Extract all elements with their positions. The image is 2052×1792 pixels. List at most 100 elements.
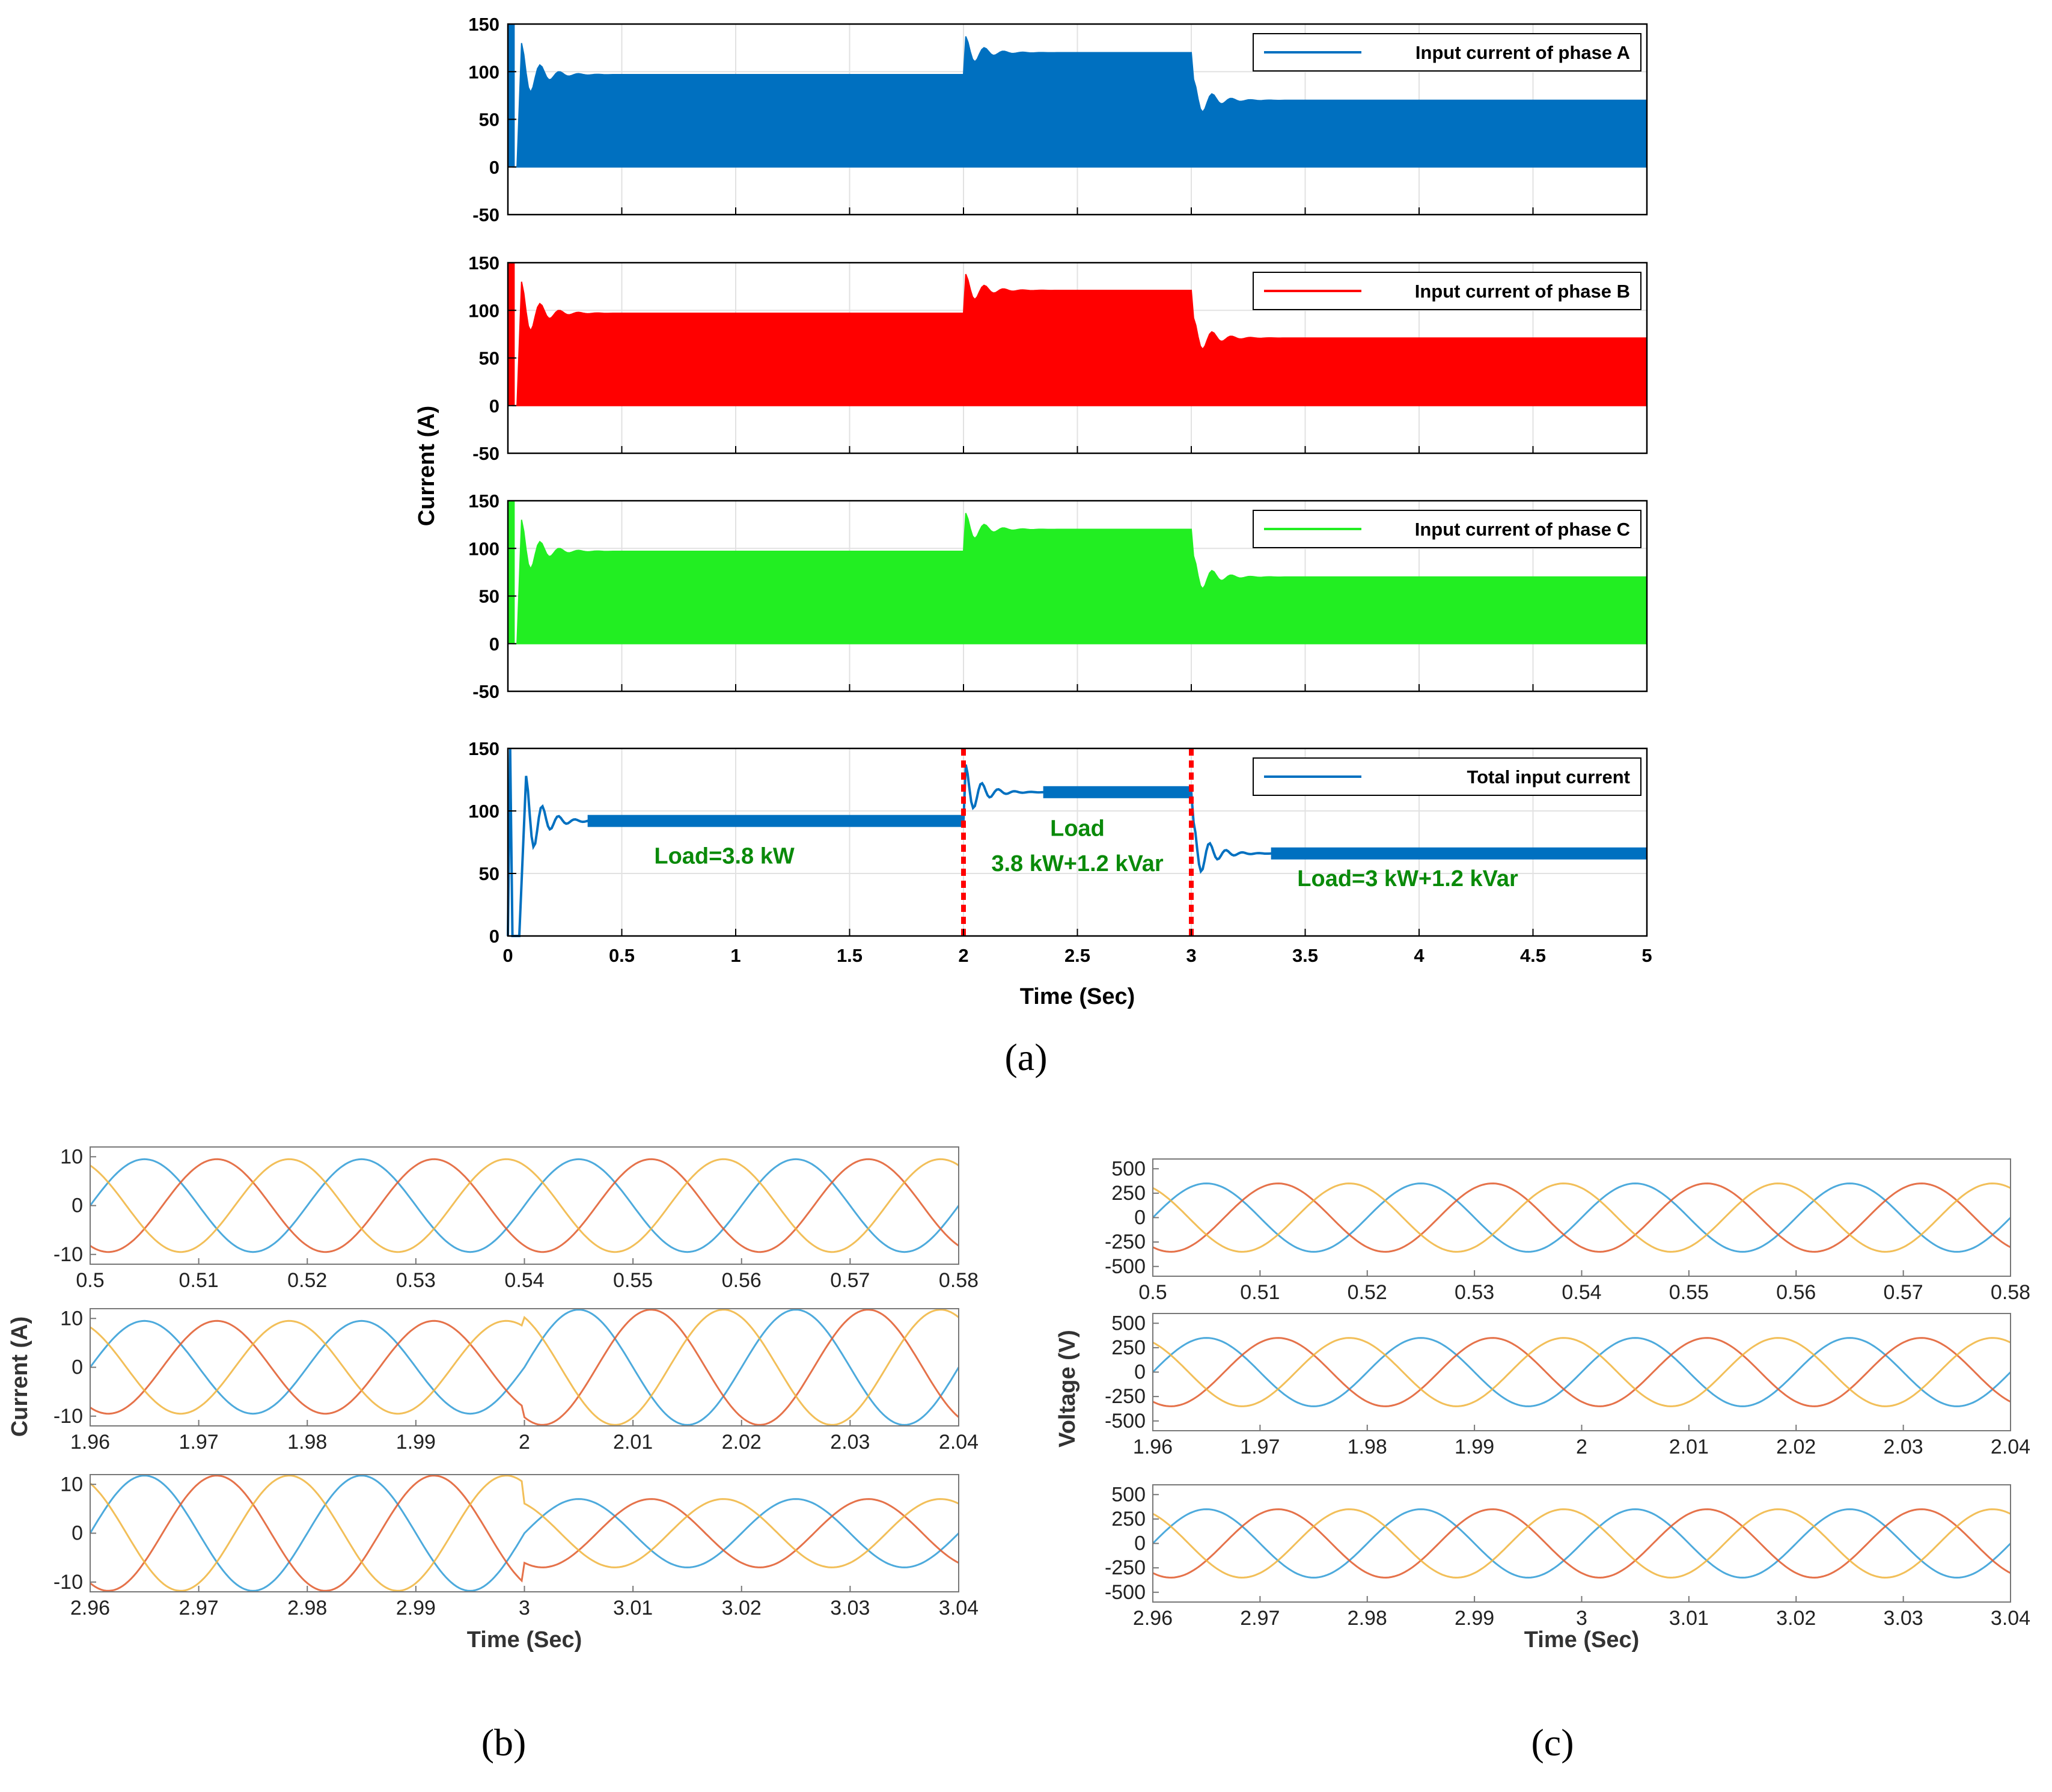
x-tick-label: 2.97 bbox=[1240, 1607, 1280, 1630]
x-tick-label: 0.52 bbox=[1348, 1281, 1387, 1304]
x-tick-label: 0.53 bbox=[1455, 1281, 1494, 1304]
panel-label-a: (a) bbox=[1004, 1036, 1047, 1078]
y-axis-label: Current (A) bbox=[414, 406, 439, 527]
y-tick-label: 150 bbox=[468, 491, 499, 512]
y-tick-label: 0 bbox=[1134, 1206, 1146, 1229]
x-tick-label: 3 bbox=[519, 1597, 530, 1619]
y-tick-label: -50 bbox=[472, 204, 499, 225]
subplot-b-2: 10 0 -10 1.96 1.97 1.98 1.99 2 2.01 2.02 2.03 2.04 bbox=[53, 1307, 979, 1454]
x-tick-label: 3.03 bbox=[1884, 1607, 1923, 1630]
y-tick-label: 250 bbox=[1111, 1508, 1146, 1531]
ripple-band bbox=[1043, 786, 1191, 798]
legend: Input current of phase A bbox=[1253, 33, 1641, 72]
phase-wave-3 bbox=[1152, 1508, 2011, 1579]
phase-wave-2 bbox=[1152, 1337, 2011, 1407]
legend: Total input current bbox=[1253, 757, 1641, 796]
x-tick-label: 1.99 bbox=[1455, 1436, 1494, 1458]
subplot-b-3: 10 0 -10 2.96 2.97 2.98 2.99 3 3.01 3.02 3.03 3.04 bbox=[53, 1473, 979, 1619]
x-tick-label: 3.02 bbox=[1776, 1607, 1816, 1630]
subplot-a-2: 150 100 50 0 -50 Input current of phase B bbox=[468, 252, 1648, 464]
x-tick-label: 0.55 bbox=[613, 1269, 653, 1292]
y-tick-label: 100 bbox=[468, 801, 499, 822]
panel-label-b: (b) bbox=[481, 1721, 527, 1764]
x-tick-label: 0.54 bbox=[1562, 1281, 1601, 1304]
x-tick-label: 2.96 bbox=[70, 1597, 110, 1619]
y-tick-label: 50 bbox=[479, 109, 499, 130]
y-tick-label: 50 bbox=[479, 586, 499, 607]
load-annotation: Load bbox=[1050, 816, 1105, 842]
x-tick-label: 1.97 bbox=[179, 1431, 219, 1454]
x-tick-label: 1.98 bbox=[1348, 1436, 1387, 1458]
x-tick-label: 3.01 bbox=[1669, 1607, 1709, 1630]
x-tick-label: 2 bbox=[1576, 1436, 1587, 1458]
x-tick-label: 0.51 bbox=[1240, 1281, 1280, 1304]
y-tick-label: -10 bbox=[53, 1571, 83, 1594]
phase-wave-1 bbox=[89, 1158, 960, 1253]
subplot-b-1: 10 0 -10 0.5 0.51 0.52 0.53 0.54 0.55 0.56 0.57 0.5… bbox=[53, 1145, 979, 1292]
phase-wave-3 bbox=[90, 1158, 959, 1253]
y-tick-label: 0 bbox=[489, 926, 499, 947]
y-tick-label: -250 bbox=[1105, 1556, 1146, 1579]
y-tick-label: 500 bbox=[1111, 1157, 1146, 1180]
y-tick-label: 0 bbox=[72, 1194, 83, 1217]
x-tick-label: 4 bbox=[1414, 945, 1424, 966]
legend-label: Input current of phase A bbox=[1415, 42, 1630, 63]
y-tick-label: -250 bbox=[1105, 1385, 1146, 1408]
x-tick-label: 2.98 bbox=[287, 1597, 327, 1619]
x-tick-label: 2.02 bbox=[722, 1431, 762, 1454]
subplot-a-1: 150 100 50 0 -50 Input current of phase A bbox=[468, 14, 1648, 225]
y-tick-label: 250 bbox=[1111, 1336, 1146, 1359]
x-tick-label: 0.5 bbox=[609, 945, 635, 966]
y-tick-label: 50 bbox=[479, 348, 499, 369]
x-tick-label: 0.56 bbox=[1776, 1281, 1816, 1304]
x-tick-label: 0.56 bbox=[722, 1269, 762, 1292]
x-tick-label: 1.96 bbox=[70, 1431, 110, 1454]
x-tick-label: 0.51 bbox=[179, 1269, 219, 1292]
x-tick-label: 0.54 bbox=[504, 1269, 544, 1292]
x-tick-label: 2 bbox=[958, 945, 968, 966]
x-tick-label: 3.01 bbox=[613, 1597, 653, 1619]
y-tick-label: -50 bbox=[472, 443, 499, 464]
x-tick-label: 1.96 bbox=[1133, 1436, 1173, 1458]
load-annotation: 3.8 kW+1.2 kVar bbox=[991, 851, 1163, 876]
x-tick-label: 3.03 bbox=[830, 1597, 870, 1619]
phase-wave-3 bbox=[90, 1309, 959, 1426]
phase-wave-1 bbox=[1152, 1337, 2012, 1407]
phase-wave-1 bbox=[89, 1475, 960, 1592]
x-tick-label: 3.5 bbox=[1292, 945, 1318, 966]
x-tick-label: 2.99 bbox=[396, 1597, 436, 1619]
panel-label-c: (c) bbox=[1531, 1721, 1574, 1764]
y-tick-label: -250 bbox=[1105, 1231, 1146, 1253]
x-tick-label: 2.5 bbox=[1064, 945, 1090, 966]
x-tick-label: 2.03 bbox=[830, 1431, 870, 1454]
x-tick-label: 3.04 bbox=[939, 1597, 979, 1619]
phase-wave-3 bbox=[90, 1475, 959, 1592]
x-axis-label: Time (Sec) bbox=[467, 1627, 582, 1653]
y-tick-label: 150 bbox=[468, 252, 499, 274]
legend: Input current of phase B bbox=[1253, 272, 1641, 310]
x-tick-label: 2 bbox=[519, 1431, 530, 1454]
x-tick-label: 2.01 bbox=[1669, 1436, 1709, 1458]
x-tick-label: 0.5 bbox=[1138, 1281, 1167, 1304]
x-tick-label: 0.53 bbox=[396, 1269, 436, 1292]
x-tick-label: 2.98 bbox=[1348, 1607, 1387, 1630]
y-tick-label: 0 bbox=[489, 634, 499, 655]
phase-wave-2 bbox=[1152, 1508, 2011, 1579]
ripple-band bbox=[587, 815, 963, 827]
legend: Input current of phase C bbox=[1253, 510, 1641, 548]
y-tick-label: 250 bbox=[1111, 1182, 1146, 1205]
total-current-line bbox=[507, 748, 1647, 937]
x-tick-label: 0.57 bbox=[1884, 1281, 1923, 1304]
x-tick-label: 0.55 bbox=[1669, 1281, 1709, 1304]
y-tick-label: 10 bbox=[60, 1307, 83, 1330]
current-envelope-fill bbox=[512, 274, 1647, 406]
x-tick-label: 2.04 bbox=[1991, 1436, 2030, 1458]
y-tick-label: -50 bbox=[472, 681, 499, 702]
y-tick-label: -500 bbox=[1105, 1255, 1146, 1278]
y-tick-label: -500 bbox=[1105, 1581, 1146, 1604]
x-tick-label: 1.97 bbox=[1240, 1436, 1280, 1458]
